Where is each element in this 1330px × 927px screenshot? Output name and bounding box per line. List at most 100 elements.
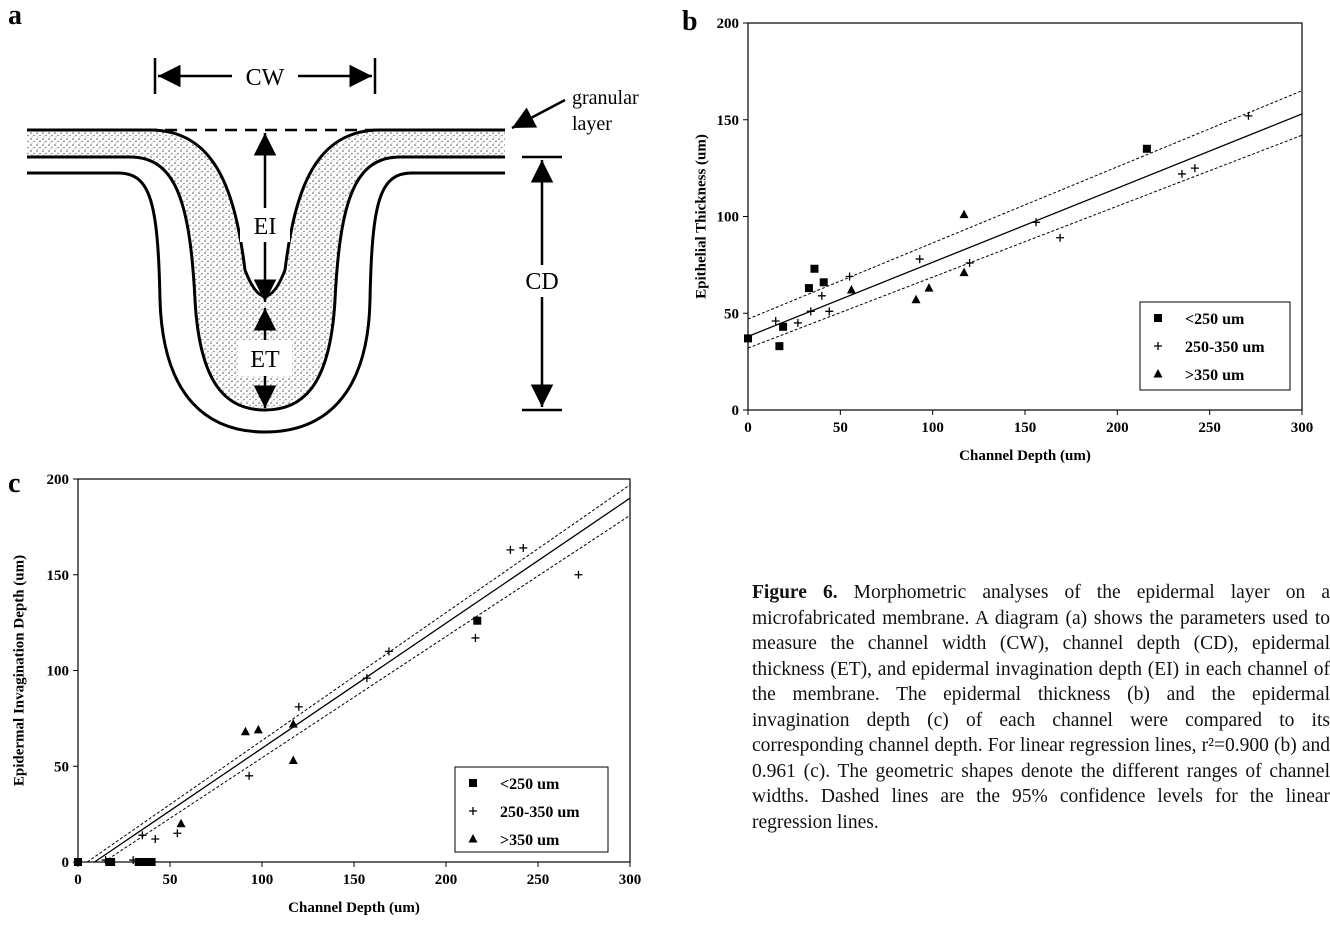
point-square <box>1142 144 1151 153</box>
y-tick-label: 0 <box>732 403 740 419</box>
x-tick-label: 200 <box>435 872 458 888</box>
y-tick-label: 0 <box>62 855 70 871</box>
point-square <box>810 264 819 273</box>
x-axis-label: Channel Depth (um) <box>959 448 1091 464</box>
y-axis-label: Epidermal Invagination Depth (um) <box>11 555 27 786</box>
regression-line <box>94 497 631 863</box>
granular-label: granular <box>572 87 639 109</box>
legend-symbol <box>469 779 477 787</box>
point-plus <box>294 702 303 711</box>
panel-label: a <box>8 0 22 31</box>
x-tick-label: 100 <box>921 420 944 436</box>
point-plus <box>1177 169 1186 178</box>
x-tick-label: 50 <box>833 420 848 436</box>
x-tick-label: 250 <box>1198 420 1221 436</box>
point-triangle <box>288 719 298 728</box>
legend-symbol <box>1154 314 1162 322</box>
point-plus <box>471 633 480 642</box>
x-tick-label: 100 <box>251 872 274 888</box>
point-square <box>744 334 752 343</box>
point-plus <box>173 829 182 838</box>
point-plus <box>151 835 160 844</box>
point-plus <box>793 318 802 327</box>
legend-symbol <box>468 834 478 843</box>
y-axis-label: Epithelial Thickness (um) <box>693 134 709 299</box>
diagram: a CW EI ET CD granular layer <box>8 0 639 434</box>
caption-text: Morphometric analyses of the epidermal l… <box>752 582 1330 833</box>
point-plus <box>817 291 826 300</box>
point-plus <box>1032 218 1041 227</box>
x-tick-label: 150 <box>343 872 366 888</box>
legend-label: >350 um <box>1185 367 1245 384</box>
layer-line <box>27 155 505 412</box>
point-square <box>147 858 156 866</box>
x-axis-label: Channel Depth (um) <box>288 900 420 916</box>
regression-line <box>747 90 1303 320</box>
x-tick-label: 150 <box>1014 420 1037 436</box>
y-tick-label: 200 <box>47 472 70 488</box>
legend-box <box>454 766 609 853</box>
chart: b 0 50 100 150 200 250 300 0 50 100 150 200 Channel D… <box>682 6 1313 464</box>
point-square <box>775 342 784 351</box>
legend-symbol <box>1154 342 1162 350</box>
legend-box <box>1139 301 1291 391</box>
x-tick-label: 50 <box>163 872 178 888</box>
legend-symbol <box>469 807 477 815</box>
caption-label: Figure 6. <box>752 582 838 603</box>
point-square <box>134 858 143 866</box>
point-triangle <box>959 209 969 219</box>
label-box <box>240 208 290 242</box>
granular-label: layer <box>572 113 612 135</box>
regression-line <box>747 113 1303 338</box>
y-tick-label: 100 <box>47 664 70 680</box>
cd-label: CD <box>525 269 558 295</box>
point-triangle <box>240 726 250 736</box>
point-square <box>779 322 788 331</box>
point-plus <box>138 831 147 840</box>
legend-label: >350 um <box>500 832 560 849</box>
y-tick-label: 100 <box>717 210 740 226</box>
point-plus <box>1056 233 1065 242</box>
point-square <box>107 858 116 866</box>
point-square <box>804 284 813 293</box>
point-square <box>819 278 828 287</box>
regression-line <box>747 134 1303 349</box>
point-triangle <box>846 285 856 294</box>
panel-label: b <box>682 6 698 37</box>
label-box <box>518 265 566 297</box>
point-plus <box>845 272 854 281</box>
point-plus <box>362 674 371 683</box>
y-tick-label: 150 <box>717 113 740 129</box>
granular-arrow <box>511 98 566 130</box>
point-plus <box>101 856 110 865</box>
membrane-line <box>27 171 505 434</box>
x-tick-label: 0 <box>74 872 82 888</box>
cw-label: CW <box>246 65 285 91</box>
y-tick-label: 50 <box>724 306 739 322</box>
point-plus <box>806 307 815 316</box>
point-square <box>74 858 82 866</box>
x-tick-label: 300 <box>619 872 642 888</box>
legend-label: 250-350 um <box>500 804 580 821</box>
point-plus <box>129 856 138 865</box>
point-plus <box>506 545 515 554</box>
y-tick-label: 50 <box>54 759 69 775</box>
point-plus <box>915 255 924 264</box>
legend-label: <250 um <box>1185 311 1245 328</box>
y-tick-label: 200 <box>717 16 740 32</box>
point-triangle <box>176 818 186 828</box>
point-plus <box>825 307 834 316</box>
et-label: ET <box>250 347 280 373</box>
regression-line <box>103 514 631 863</box>
point-plus <box>1244 111 1253 120</box>
point-triangle <box>924 283 934 292</box>
label-box <box>238 340 292 376</box>
point-plus <box>245 771 254 780</box>
point-triangle <box>253 724 263 734</box>
x-tick-label: 0 <box>744 420 752 436</box>
legend-label: <250 um <box>500 776 560 793</box>
regression-line <box>86 484 631 863</box>
point-plus <box>771 316 780 325</box>
